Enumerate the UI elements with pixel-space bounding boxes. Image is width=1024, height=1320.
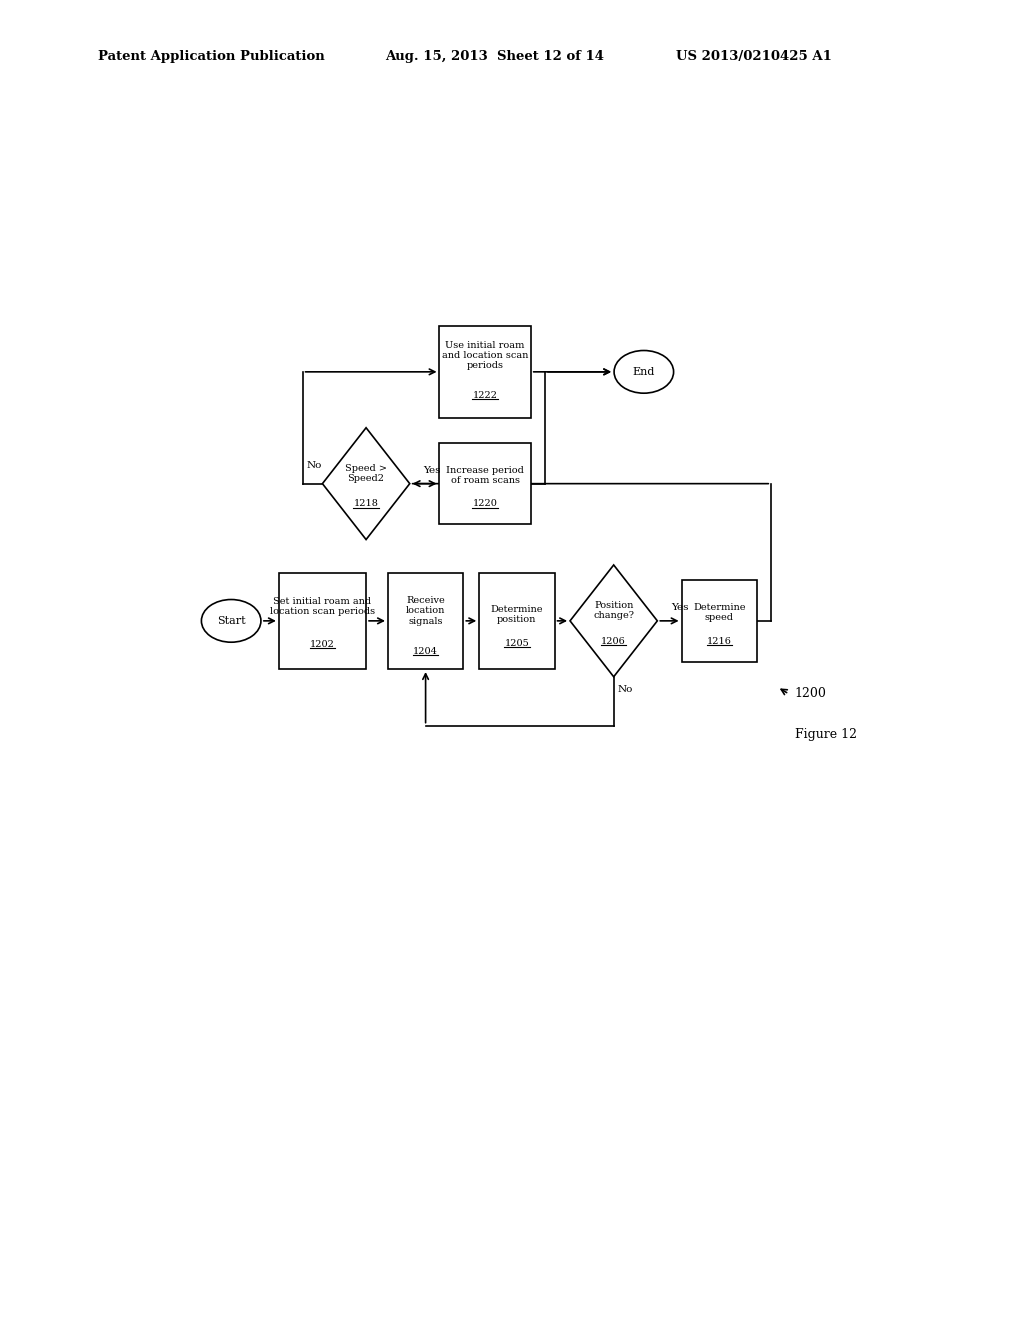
Text: 1200: 1200 xyxy=(795,688,826,700)
Text: US 2013/0210425 A1: US 2013/0210425 A1 xyxy=(676,50,831,63)
Ellipse shape xyxy=(202,599,261,643)
Polygon shape xyxy=(323,428,410,540)
Text: 1204: 1204 xyxy=(413,647,438,656)
Bar xyxy=(479,573,555,669)
Text: Determine
position: Determine position xyxy=(490,605,543,624)
Text: Position
change?: Position change? xyxy=(593,601,634,620)
Text: 1222: 1222 xyxy=(473,391,498,400)
Text: No: No xyxy=(307,461,323,470)
Text: Increase period
of roam scans: Increase period of roam scans xyxy=(446,466,524,486)
Text: End: End xyxy=(633,367,655,376)
Text: Yes: Yes xyxy=(671,603,688,612)
Bar xyxy=(279,573,367,669)
Text: No: No xyxy=(617,685,633,694)
Text: Aug. 15, 2013  Sheet 12 of 14: Aug. 15, 2013 Sheet 12 of 14 xyxy=(385,50,604,63)
Ellipse shape xyxy=(614,351,674,393)
Text: Determine
speed: Determine speed xyxy=(693,603,745,623)
Bar xyxy=(439,444,530,524)
Text: Speed >
Speed2: Speed > Speed2 xyxy=(345,463,387,483)
Bar xyxy=(388,573,463,669)
Bar xyxy=(439,326,530,417)
Text: Set initial roam and
location scan periods: Set initial roam and location scan perio… xyxy=(270,597,375,616)
Text: Start: Start xyxy=(217,616,246,626)
Text: 1218: 1218 xyxy=(353,499,379,508)
Text: Yes: Yes xyxy=(423,466,440,475)
Text: 1220: 1220 xyxy=(473,499,498,508)
Text: 1205: 1205 xyxy=(505,639,529,648)
Text: 1206: 1206 xyxy=(601,636,626,645)
Text: Use initial roam
and location scan
periods: Use initial roam and location scan perio… xyxy=(442,341,528,371)
Bar xyxy=(682,581,757,661)
Text: Figure 12: Figure 12 xyxy=(795,727,857,741)
Polygon shape xyxy=(570,565,657,677)
Text: Receive
location
signals: Receive location signals xyxy=(406,595,445,626)
Text: Patent Application Publication: Patent Application Publication xyxy=(98,50,325,63)
Text: 1202: 1202 xyxy=(310,640,335,648)
Text: 1216: 1216 xyxy=(707,636,732,645)
